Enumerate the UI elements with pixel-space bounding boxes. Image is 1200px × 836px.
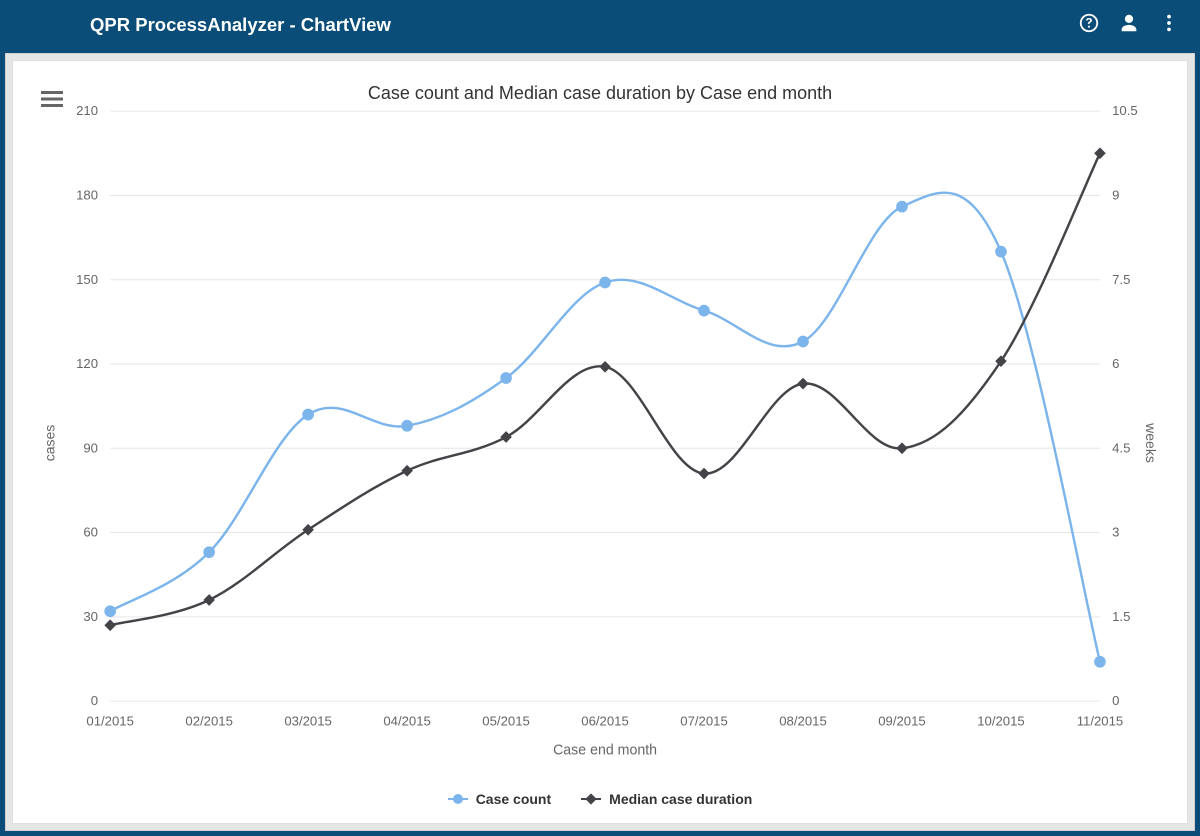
help-icon[interactable]	[1078, 12, 1100, 39]
svg-text:30: 30	[83, 609, 98, 624]
app-title: QPR ProcessAnalyzer - ChartView	[90, 14, 1078, 36]
svg-text:03/2015: 03/2015	[284, 714, 332, 729]
app-header: QPR ProcessAnalyzer - ChartView	[0, 0, 1200, 50]
chart-title: Case count and Median case duration by C…	[13, 61, 1187, 105]
chart-plot-area: cases weeks 0 0 30 1.5 60 3 90 4.5 120 6 150 7.5 180…	[13, 105, 1187, 781]
legend-label: Case count	[476, 791, 551, 807]
y-axis-right-title: weeks	[1143, 423, 1159, 463]
svg-text:0: 0	[91, 693, 98, 708]
svg-text:4.5: 4.5	[1112, 440, 1130, 455]
svg-text:05/2015: 05/2015	[482, 714, 530, 729]
legend-marker-circle-icon	[448, 798, 468, 800]
svg-text:1.5: 1.5	[1112, 609, 1130, 624]
user-icon[interactable]	[1118, 12, 1140, 39]
svg-text:01/2015: 01/2015	[86, 714, 134, 729]
svg-text:210: 210	[76, 105, 98, 118]
chart-card: Case count and Median case duration by C…	[12, 60, 1188, 824]
legend-item-median-duration[interactable]: Median case duration	[581, 791, 752, 807]
svg-text:180: 180	[76, 187, 98, 202]
svg-text:10/2015: 10/2015	[977, 714, 1025, 729]
header-actions	[1078, 12, 1180, 39]
svg-text:04/2015: 04/2015	[383, 714, 431, 729]
svg-text:0: 0	[1112, 693, 1119, 708]
svg-text:60: 60	[83, 525, 98, 540]
svg-text:11/2015: 11/2015	[1077, 714, 1124, 729]
svg-text:10.5: 10.5	[1112, 105, 1138, 118]
svg-text:06/2015: 06/2015	[581, 714, 629, 729]
svg-text:09/2015: 09/2015	[878, 714, 926, 729]
more-icon[interactable]	[1158, 12, 1180, 39]
chart-svg: 0 0 30 1.5 60 3 90 4.5 120 6 150 7.5 180 9 210 10.5 01/2…	[13, 105, 1187, 781]
svg-text:7.5: 7.5	[1112, 272, 1130, 287]
svg-text:07/2015: 07/2015	[680, 714, 728, 729]
content-area: Case count and Median case duration by C…	[5, 53, 1195, 831]
svg-text:3: 3	[1112, 525, 1119, 540]
svg-text:02/2015: 02/2015	[185, 714, 233, 729]
svg-text:120: 120	[76, 356, 98, 371]
svg-text:Case end month: Case end month	[553, 742, 657, 758]
svg-text:6: 6	[1112, 356, 1119, 371]
legend-item-case-count[interactable]: Case count	[448, 791, 551, 807]
legend-label: Median case duration	[609, 791, 752, 807]
chart-legend: Case count Median case duration	[13, 781, 1187, 823]
legend-marker-diamond-icon	[581, 798, 601, 800]
svg-text:08/2015: 08/2015	[779, 714, 827, 729]
svg-text:150: 150	[76, 272, 98, 287]
svg-text:9: 9	[1112, 187, 1119, 202]
svg-text:90: 90	[83, 440, 98, 455]
y-axis-left-title: cases	[41, 425, 57, 462]
